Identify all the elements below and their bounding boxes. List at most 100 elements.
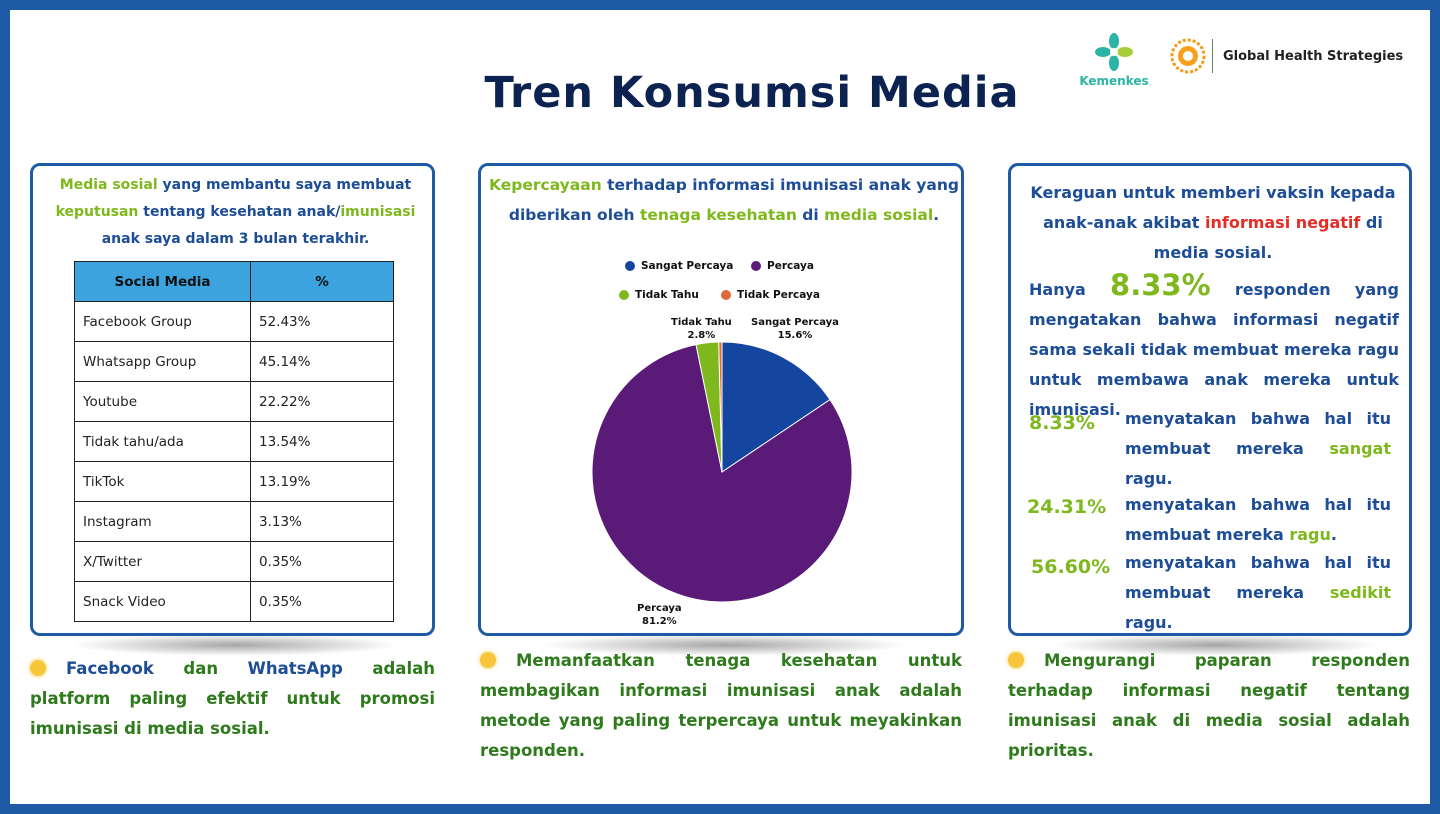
table-cell: 0.35% [250,581,394,622]
slice-value: 15.6% [777,330,813,341]
heading-text: anak saya dalam 3 bulan terakhir. [101,231,370,247]
stat-emphasis: ragu [1289,525,1331,544]
heading-text: terhadap informasi imunisasi anak yang d… [508,176,959,224]
legend-item: Tidak Tahu [619,289,699,301]
takeaway-2: Memanfaatkan tenaga kesehatan untuk memb… [480,646,962,766]
stat-emphasis: sangat [1329,439,1391,458]
takeaway-highlight: WhatsApp [247,659,343,678]
stat-value: 8.33% [1029,412,1095,434]
takeaway-text: adalah platform paling efektif untuk pro… [30,659,435,738]
legend-item: Sangat Percaya [625,260,733,272]
legend-label: Percaya [767,260,814,272]
social-media-panel: Media sosial yang membantu saya membuat … [30,163,435,636]
intro-text: Hanya 8.33% responden yang mengatakan ba… [1029,270,1399,425]
stat-value: 56.60% [1031,556,1111,578]
stat-text: menyatakan bahwa hal itu membuat mereka [1125,409,1391,458]
pie-label-sangat-percaya: Sangat Percaya 15.6% [751,316,839,342]
stat-tail: ragu. [1125,469,1173,488]
heading-highlight: informasi negatif [1204,213,1361,232]
kemenkes-icon [1095,33,1133,71]
table-row: Snack Video 0.35% [74,581,394,622]
panel2-heading: Kepercayaan terhadap informasi imunisasi… [487,170,961,230]
heading-text: yang membantu saya membuat [157,177,412,193]
table-row: Facebook Group 52.43% [74,301,394,342]
stat-text: menyatakan bahwa hal itu membuat mereka [1125,495,1391,544]
lightbulb-icon [30,660,46,676]
table-cell: 0.35% [250,541,394,582]
stat-description: menyatakan bahwa hal itu membuat mereka … [1125,404,1391,494]
heading-text: di media sosial. [1153,213,1383,262]
table-cell: Tidak tahu/ada [74,421,251,462]
panel-shadow [540,634,910,656]
social-media-table: Social Media % Facebook Group 52.43% What… [74,261,394,622]
kemenkes-logo: Kemenkes [1072,32,1156,88]
table-cell: X/Twitter [74,541,251,582]
heading-text: tentang kesehatan anak/ [138,204,341,220]
table-cell: Snack Video [74,581,251,622]
table-header-row: Social Media % [74,261,394,302]
takeaway-highlight: Facebook [66,659,154,678]
stat-emphasis: sedikit [1329,583,1391,602]
takeaway-3: Mengurangi paparan responden terhadap in… [1008,646,1410,766]
takeaway-text: dan [153,659,248,678]
stat-description: menyatakan bahwa hal itu membuat mereka … [1125,548,1391,638]
heading-highlight: Kepercayaan [489,176,602,194]
takeaway-1: Facebook dan WhatsApp adalah platform pa… [30,654,435,744]
table-row: Instagram 3.13% [74,501,394,542]
table-cell: 13.19% [250,461,394,502]
ghs-sun-icon [1170,38,1206,74]
takeaway-text: Memanfaatkan tenaga kesehatan untuk memb… [480,651,962,760]
table-cell: Whatsapp Group [74,341,251,382]
heading-highlight: media sosial [824,206,934,224]
column-header: Social Media [74,261,251,302]
lightbulb-icon [480,652,496,668]
logo-divider [1212,39,1213,73]
panel1-heading: Media sosial yang membantu saya membuat … [39,172,432,253]
panel-shadow [70,634,400,656]
pie-label-percaya: Percaya 81.2% [637,602,682,628]
panel-shadow [1050,634,1380,656]
slice-name: Percaya [637,603,682,614]
heading-text: . [933,206,940,224]
table-cell: Youtube [74,381,251,422]
intro-prefix: Hanya [1029,280,1086,299]
table-row: Tidak tahu/ada 13.54% [74,421,394,462]
table-cell: 22.22% [250,381,394,422]
table-cell: 3.13% [250,501,394,542]
heading-text: di [796,206,825,224]
column-header: % [250,261,394,302]
takeaway-text: Mengurangi paparan responden terhadap in… [1008,651,1410,760]
stat-tail: ragu. [1125,613,1173,632]
legend-item: Tidak Percaya [721,289,820,301]
stat-tail: . [1330,525,1337,544]
lightbulb-icon [1008,652,1024,668]
legend-swatch [751,261,761,271]
legend-swatch [619,290,629,300]
table-cell: 52.43% [250,301,394,342]
legend-swatch [721,290,731,300]
legend-swatch [625,261,635,271]
legend-item: Percaya [751,260,814,272]
heading-highlight: keputusan [55,204,139,220]
hesitancy-panel: Keraguan untuk memberi vaksin kepada ana… [1008,163,1412,636]
stat-description: menyatakan bahwa hal itu membuat mereka … [1125,490,1391,550]
table-row: Whatsapp Group 45.14% [74,341,394,382]
panel3-heading: Keraguan untuk memberi vaksin kepada ana… [1017,178,1409,268]
slice-value: 2.8% [687,330,716,341]
slice-name: Sangat Percaya [751,317,839,328]
slice-value: 81.2% [641,616,677,627]
page-title: Tren Konsumsi Media [484,68,1020,118]
ghs-label: Global Health Strategies [1223,48,1404,64]
table-cell: Facebook Group [74,301,251,342]
heading-highlight: Media sosial [59,177,158,193]
pie-chart [591,341,853,603]
intro-value: 8.33% [1110,268,1211,302]
intro-body: responden yang mengatakan bahwa informas… [1029,280,1399,419]
pie-slice-tidak-percaya [718,341,723,473]
table-row: Youtube 22.22% [74,381,394,422]
table-cell: Instagram [74,501,251,542]
kemenkes-label: Kemenkes [1079,74,1149,88]
slice-name: Tidak Tahu [671,317,732,328]
table-cell: TikTok [74,461,251,502]
ghs-logo: Global Health Strategies [1170,38,1403,74]
